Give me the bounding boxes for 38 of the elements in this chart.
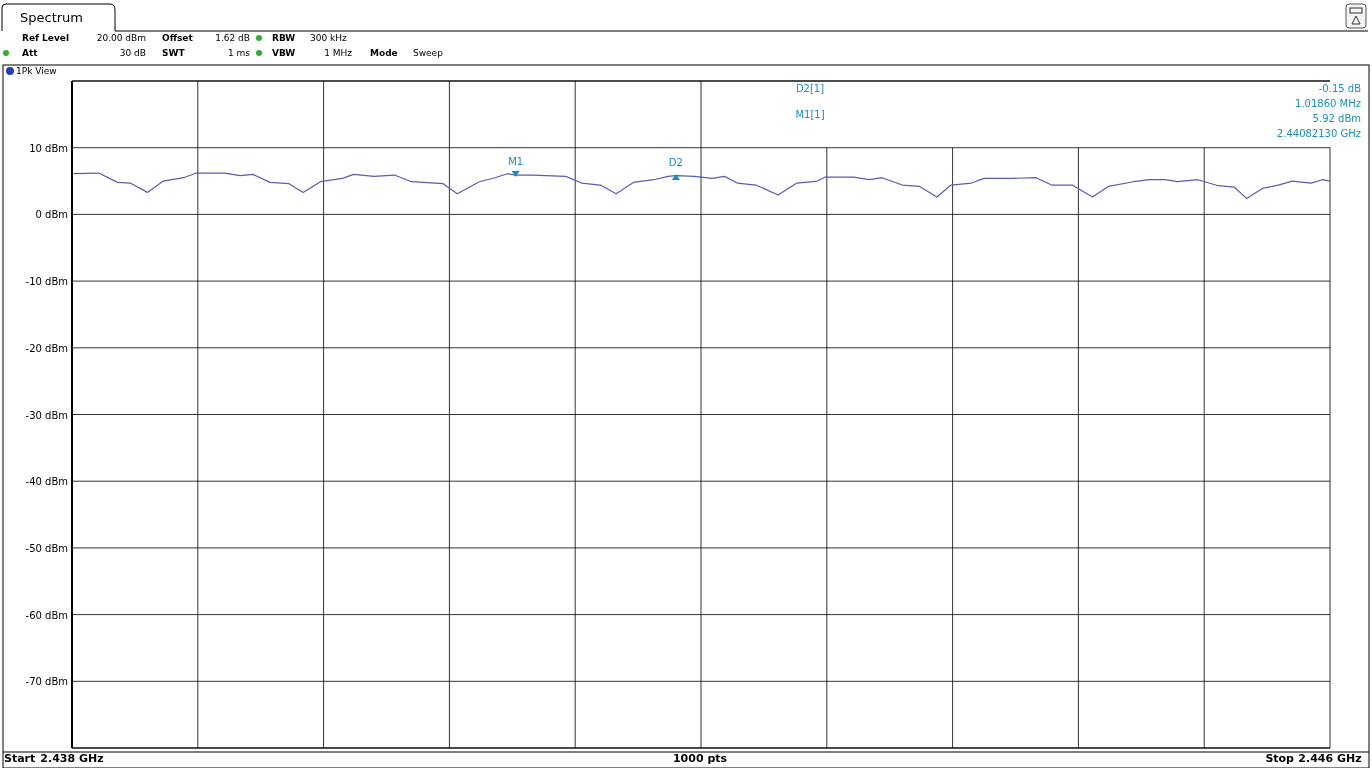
annotation: 2.44082130 GHz xyxy=(1276,128,1361,139)
annotation: M1[1] xyxy=(795,109,825,120)
text: Att xyxy=(22,48,39,58)
text: Start xyxy=(4,752,36,765)
y-tick-label: -50 dBm xyxy=(25,542,68,554)
text: Stop xyxy=(1265,752,1295,765)
text: 1 MHz xyxy=(324,48,353,58)
x-tick-label: 2.446 GHz xyxy=(1298,752,1362,765)
text: 1 ms xyxy=(227,48,251,58)
y-tick-label: -40 dBm xyxy=(25,476,68,488)
text: Spectrum xyxy=(20,10,83,25)
text: RBW xyxy=(272,33,296,43)
text: VBW xyxy=(272,48,296,58)
y-tick-label: -10 dBm xyxy=(25,276,68,288)
text: Offset xyxy=(162,33,194,43)
text: Sweep xyxy=(413,48,444,58)
text: SWT xyxy=(162,48,186,58)
y-tick-label: -30 dBm xyxy=(25,409,68,421)
y-tick-label: 0 dBm xyxy=(35,209,68,221)
text: Ref Level xyxy=(22,33,69,43)
y-tick-label: -70 dBm xyxy=(25,676,68,688)
annotation: 5.92 dBm xyxy=(1312,113,1361,124)
text: 30 dB xyxy=(119,48,146,58)
text: 1Pk View xyxy=(16,66,57,76)
annotation: M1 xyxy=(508,155,524,167)
x-axis-title: 1000 pts xyxy=(672,752,728,765)
annotation: 1.01860 MHz xyxy=(1295,98,1361,109)
y-tick-label: 10 dBm xyxy=(29,142,68,154)
text: Mode xyxy=(370,48,398,58)
text: 300 kHz xyxy=(310,33,348,43)
y-tick-label: -60 dBm xyxy=(25,609,68,621)
annotation: D2[1] xyxy=(795,83,825,94)
text: 1.62 dB xyxy=(215,33,250,43)
annotation: D2 xyxy=(668,156,683,168)
y-tick-label: -20 dBm xyxy=(25,342,68,354)
text: 20.00 dBm xyxy=(96,33,146,43)
annotation: -0.15 dB xyxy=(1318,83,1362,94)
x-tick-label: 2.438 GHz xyxy=(40,752,104,765)
